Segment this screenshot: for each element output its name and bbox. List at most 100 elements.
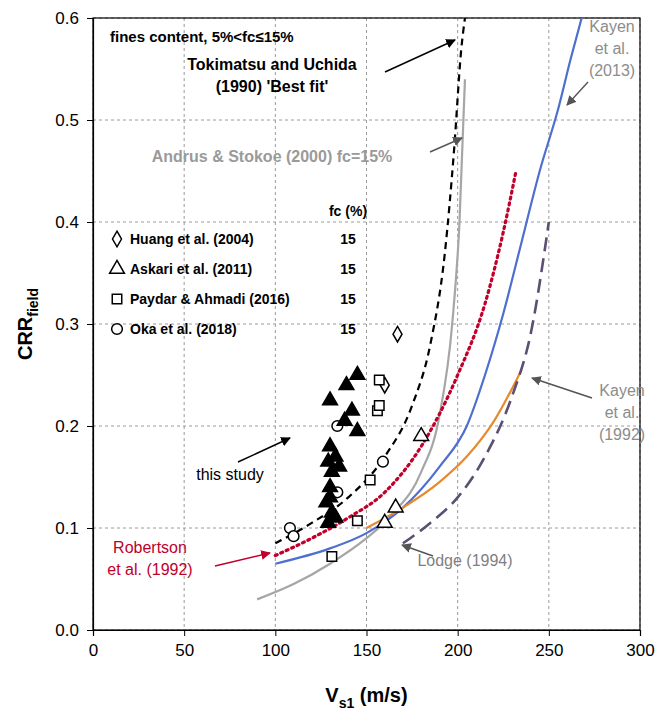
marks <box>257 18 582 599</box>
tick: 0.1 <box>55 519 93 538</box>
point <box>375 401 384 410</box>
annotation-arrow <box>567 82 588 105</box>
curve <box>403 222 549 543</box>
tick: 100 <box>262 630 290 660</box>
annotation: Lodge (1994) <box>417 552 512 569</box>
tick-label: 150 <box>353 641 381 660</box>
tick-mark <box>87 120 93 121</box>
tick-label: 0.0 <box>55 621 79 640</box>
tick-label: 300 <box>626 641 654 660</box>
tick: 0.0 <box>55 621 93 640</box>
axis-line <box>94 631 641 637</box>
annotation-arrow <box>215 553 270 566</box>
point <box>337 412 352 425</box>
point <box>377 514 392 527</box>
point <box>378 456 389 467</box>
tick-label: 0.1 <box>55 519 79 538</box>
chart: 0501001502002503000.00.10.20.30.40.50.6f… <box>0 0 672 723</box>
tick-mark <box>87 324 93 325</box>
tick-label: 250 <box>535 641 563 660</box>
tick-label: 0.4 <box>55 213 79 232</box>
tick-label: 100 <box>262 641 290 660</box>
y-axis: 0.0 0.1 0.2 0.3 0.4 0.5 0.6 <box>55 9 93 640</box>
annotation: Kayenet al.(2013) <box>589 18 635 79</box>
annotation: Andrus & Stokoe (2000) fc=15% <box>152 148 393 165</box>
legend-value: 15 <box>340 231 356 247</box>
curve <box>275 18 465 543</box>
legend-label: Paydar & Ahmadi (2016) <box>130 291 290 307</box>
point <box>350 366 365 379</box>
legend: fc (%) Huang et al. (2004) 15 Askari et al.… <box>110 203 367 337</box>
grid-line <box>457 18 458 630</box>
tick: 0.5 <box>55 111 93 130</box>
legend-value: 15 <box>340 261 356 277</box>
tick: 0.4 <box>55 213 93 232</box>
legend-marker <box>110 260 125 273</box>
texts: fines content, 5%<fc≤15% Vs1 (m/s) CRRfiel… <box>14 18 645 711</box>
tick-mark <box>184 630 185 636</box>
tick-label: 0.6 <box>55 9 79 28</box>
annotation-arrow <box>532 378 592 398</box>
legend-marker <box>112 324 123 335</box>
legend-value: 15 <box>340 321 356 337</box>
legend-marker <box>112 294 121 303</box>
legend-marker <box>113 231 122 247</box>
legend-label: Oka et al. (2018) <box>130 321 237 337</box>
title: fines content, 5%<fc≤15% <box>110 28 294 45</box>
tick: 150 <box>353 630 381 660</box>
legend-value: 15 <box>340 291 356 307</box>
grid-line <box>93 222 640 223</box>
grid <box>93 18 640 630</box>
tick-mark <box>87 426 93 427</box>
tick-mark <box>367 630 368 636</box>
point <box>328 509 343 522</box>
tick-mark <box>87 18 93 19</box>
tick-mark <box>87 630 93 631</box>
annotation-arrow <box>238 438 290 462</box>
curve <box>275 18 581 564</box>
grid-line <box>93 426 640 427</box>
legend-header: fc (%) <box>329 203 367 219</box>
point <box>323 489 338 502</box>
tick-label: 50 <box>175 641 194 660</box>
grid-line <box>93 120 640 121</box>
point <box>388 499 403 512</box>
x-axis: 0 50 100 150 200 250 300 <box>89 630 655 660</box>
tick: 0.3 <box>55 315 93 334</box>
tick-mark <box>87 222 93 223</box>
point <box>321 453 336 466</box>
point <box>414 428 429 441</box>
tick-label: 0.3 <box>55 315 79 334</box>
point <box>353 516 362 525</box>
annotation: this study <box>196 466 264 483</box>
point <box>323 392 338 405</box>
tick: 300 <box>626 630 654 660</box>
tick-mark <box>87 528 93 529</box>
point <box>288 531 299 542</box>
annotation: Kayenet al.(1992) <box>599 382 645 443</box>
tick-mark <box>640 630 641 636</box>
tick-label: 0.5 <box>55 111 79 130</box>
annotation: Tokimatsu and Uchida(1990) 'Best fit' <box>187 56 357 95</box>
tick-mark <box>549 630 550 636</box>
curve <box>275 171 516 556</box>
tick-mark <box>275 630 276 636</box>
y-axis-label: CRRfield <box>14 288 41 360</box>
point <box>327 552 336 561</box>
tick-label: 200 <box>444 641 472 660</box>
tick-label: 0 <box>89 641 98 660</box>
annotation: Robertsonet al. (1992) <box>107 539 192 578</box>
tick-label: 0.2 <box>55 417 79 436</box>
curve <box>367 370 522 528</box>
x-axis-label: Vs1 (m/s) <box>325 684 407 711</box>
tick: 50 <box>175 630 194 660</box>
annotation-arrow <box>385 40 455 72</box>
tick: 200 <box>444 630 472 660</box>
legend-label: Huang et al. (2004) <box>130 231 254 247</box>
point <box>345 402 360 415</box>
point <box>332 458 347 471</box>
tick-mark <box>458 630 459 636</box>
plot: 0 50 100 150 200 250 300 0.0 0.1 0.2 0.3 0.4 0.5 0.6 <box>55 9 654 660</box>
point <box>393 326 402 342</box>
legend-label: Askari et al. (2011) <box>130 261 252 277</box>
